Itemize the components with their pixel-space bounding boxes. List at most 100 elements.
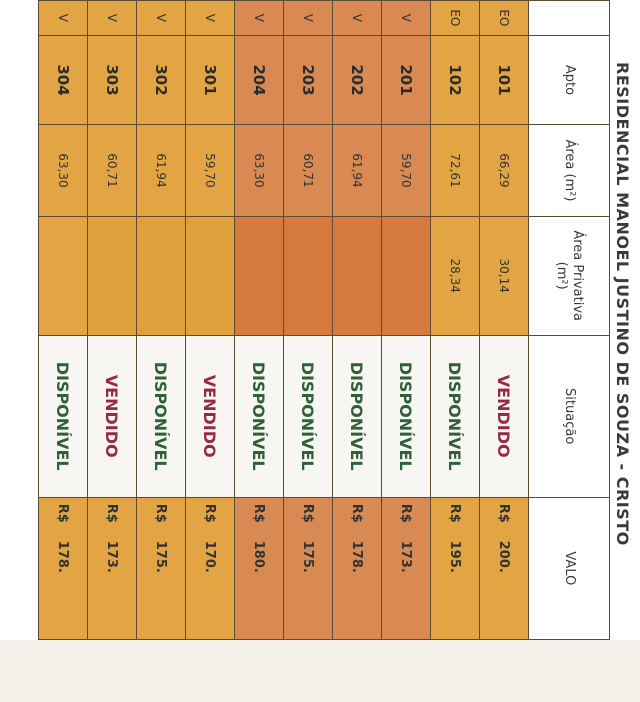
table-row: V 203 60,71 DISPONÍVEL R$ 175. [283,0,333,640]
header-area-privativa: Área Privativa (m²) [528,216,610,336]
table-row: V 204 63,30 DISPONÍVEL R$ 180. [234,0,284,640]
table-row: V 303 60,71 VENDIDO R$ 173. [87,0,137,640]
currency-label: R$ [300,503,316,523]
status-cell: DISPONÍVEL [283,335,333,498]
apto-cell: 304 [38,35,88,125]
tipo-cell: V [87,0,137,36]
status-cell: DISPONÍVEL [38,335,88,498]
area-cell: 61,94 [332,124,382,217]
status-cell: DISPONÍVEL [381,335,431,498]
currency-label: R$ [55,503,71,523]
header-situacao: Situação [528,335,610,498]
table-row: V 202 61,94 DISPONÍVEL R$ 178. [332,0,382,640]
table-row: EO 101 66,29 30,14 VENDIDO R$ 200. [479,0,529,640]
area-cell: 72,61 [430,124,480,217]
tipo-cell: V [136,0,186,36]
tipo-cell: V [185,0,235,36]
valor-amount: 200. [496,540,512,573]
apto-cell: 101 [479,35,529,125]
valor-cell: R$ 180. [234,497,284,640]
valor-cell: R$ 173. [87,497,137,640]
apto-cell: 302 [136,35,186,125]
valor-cell: R$ 178. [38,497,88,640]
valor-cell: R$ 178. [332,497,382,640]
currency-label: R$ [153,503,169,523]
privativa-cell: 28,34 [430,216,480,336]
status-cell: DISPONÍVEL [136,335,186,498]
table-row: V 201 59,70 DISPONÍVEL R$ 173. [381,0,431,640]
header-valor: VALO [528,497,610,640]
valor-amount: 175. [153,540,169,573]
valor-amount: 178. [55,540,71,573]
status-cell: VENDIDO [479,335,529,498]
header-area: Área (m²) [528,124,610,217]
valor-amount: 173. [104,540,120,573]
apto-cell: 102 [430,35,480,125]
privativa-cell [381,216,431,336]
privativa-cell [234,216,284,336]
valor-cell: R$ 175. [136,497,186,640]
currency-label: R$ [496,503,512,523]
status-cell: VENDIDO [87,335,137,498]
valor-cell: R$ 200. [479,497,529,640]
apto-cell: 202 [332,35,382,125]
valor-cell: R$ 170. [185,497,235,640]
area-cell: 61,94 [136,124,186,217]
header-apto: Apto [528,35,610,125]
status-cell: DISPONÍVEL [332,335,382,498]
valor-amount: 180. [251,540,267,573]
area-cell: 63,30 [38,124,88,217]
area-cell: 60,71 [283,124,333,217]
privativa-cell [185,216,235,336]
currency-label: R$ [349,503,365,523]
table-row: V 301 59,70 VENDIDO R$ 170. [185,0,235,640]
tipo-cell: EO [430,0,480,36]
currency-label: R$ [251,503,267,523]
table-row: V 302 61,94 DISPONÍVEL R$ 175. [136,0,186,640]
price-sheet: RESIDENCIAL MANOEL JUSTINO DE SOUZA - CR… [0,0,640,640]
apto-cell: 303 [87,35,137,125]
units-table: Apto Área (m²) Área Privativa (m²) Situa… [38,0,610,640]
privativa-cell [136,216,186,336]
currency-label: R$ [104,503,120,523]
tipo-cell: V [283,0,333,36]
valor-amount: 195. [447,540,463,573]
document-title: RESIDENCIAL MANOEL JUSTINO DE SOUZA - CR… [613,62,632,546]
tipo-cell: V [38,0,88,36]
valor-amount: 173. [398,540,414,573]
status-cell: DISPONÍVEL [234,335,284,498]
area-cell: 66,29 [479,124,529,217]
area-cell: 60,71 [87,124,137,217]
area-cell: 63,30 [234,124,284,217]
apto-cell: 301 [185,35,235,125]
apto-cell: 204 [234,35,284,125]
tipo-cell: EO [479,0,529,36]
area-cell: 59,70 [185,124,235,217]
valor-cell: R$ 195. [430,497,480,640]
table-row: EO 102 72,61 28,34 DISPONÍVEL R$ 195. [430,0,480,640]
valor-amount: 178. [349,540,365,573]
status-cell: VENDIDO [185,335,235,498]
valor-amount: 170. [202,540,218,573]
tipo-cell: V [381,0,431,36]
currency-label: R$ [202,503,218,523]
apto-cell: 201 [381,35,431,125]
privativa-cell [332,216,382,336]
valor-cell: R$ 173. [381,497,431,640]
status-cell: DISPONÍVEL [430,335,480,498]
currency-label: R$ [447,503,463,523]
valor-amount: 175. [300,540,316,573]
currency-label: R$ [398,503,414,523]
tipo-cell: V [332,0,382,36]
area-cell: 59,70 [381,124,431,217]
tipo-cell: V [234,0,284,36]
apto-cell: 203 [283,35,333,125]
header-row: Apto Área (m²) Área Privativa (m²) Situa… [528,0,610,640]
privativa-cell [283,216,333,336]
header-tipo [528,0,610,36]
table-row: V 304 63,30 DISPONÍVEL R$ 178. [38,0,88,640]
privativa-cell: 30,14 [479,216,529,336]
privativa-cell [38,216,88,336]
valor-cell: R$ 175. [283,497,333,640]
privativa-cell [87,216,137,336]
